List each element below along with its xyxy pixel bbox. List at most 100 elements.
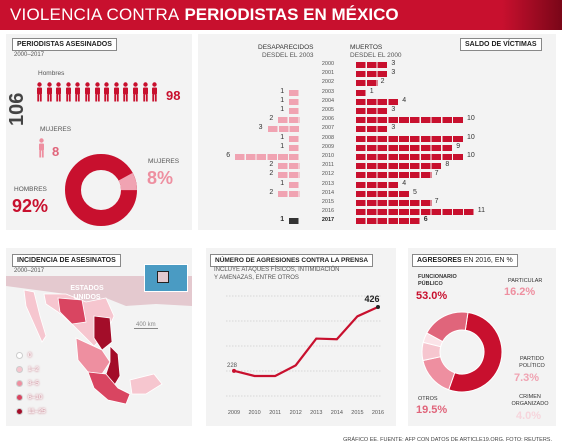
desaparecidos-value: 3 [258, 124, 263, 132]
desaparecidos-value: 1 [280, 106, 285, 113]
desaparecidos-value: 2 [269, 115, 274, 123]
man-icon [152, 82, 158, 102]
agresiones-line-chart: 2009 2010 2011 2012 2013 2014 2015 2016 228 426 [226, 294, 384, 416]
asesinados-years: 2000–2017 [14, 52, 45, 58]
legend-label: 11–25 [28, 408, 46, 415]
incidencia-years: 2000–2017 [14, 268, 45, 274]
muertos-bar [356, 108, 389, 114]
x-tick-label: 2013 [310, 410, 322, 416]
desaparecidos-bar [289, 98, 300, 105]
line-point [232, 368, 236, 373]
man-icon [56, 82, 62, 102]
desaparecidos-value: 1 [280, 216, 285, 224]
panel-agresiones: NÚMERO DE AGRESIONES CONTRA LA PRENSA IN… [206, 248, 396, 426]
mujeres-label: MUJERES [40, 126, 72, 133]
muertos-value: 10 [467, 115, 475, 123]
desaparecidos-value: 1 [280, 179, 285, 187]
desaparecidos-sub: DESDEL EL 2003 [262, 52, 314, 59]
muertos-sub: DESDEL EL 2000 [350, 52, 402, 59]
footer-credit: GRÁFICO EE. FUENTE: AFP CON DATOS DE ART… [343, 437, 552, 443]
total-count: 106 [6, 92, 28, 126]
saldo-year-label: 2003 [321, 88, 335, 95]
muertos-bar [356, 163, 443, 170]
agresores-title-box: AGRESORES EN 2016, EN % [412, 254, 518, 267]
man-icon [104, 82, 110, 102]
desaparecidos-value: 1 [280, 142, 285, 150]
label-otros: OTROS [418, 396, 438, 402]
legend-swatch [16, 380, 23, 387]
man-icon [37, 82, 42, 102]
donut-hombres [65, 154, 137, 226]
saldo-year-label: 2016 [321, 208, 335, 215]
muertos-bar [356, 172, 432, 179]
muertos-bar [356, 135, 464, 142]
legend-swatch [16, 352, 23, 359]
man-icon [46, 82, 52, 102]
man-icon [113, 82, 119, 102]
label-funcionario: FUNCIONARIO PÚBLICO [418, 274, 457, 287]
men-icon-row [36, 82, 166, 104]
pct-otros: 19.5% [416, 404, 448, 416]
man-icon [84, 82, 90, 102]
muertos-value: 10 [467, 133, 475, 141]
mexico-south [87, 371, 131, 405]
muertos-value: 7 [434, 198, 439, 205]
muertos-bar [356, 126, 389, 133]
man-icon [123, 82, 129, 102]
muertos-bar [356, 190, 410, 197]
muertos-value: 1 [369, 87, 374, 95]
saldo-year-label: 2006 [321, 116, 335, 123]
desaparecidos-value: 1 [280, 133, 285, 141]
desaparecidos-bar [278, 163, 300, 170]
man-icon [132, 82, 138, 102]
muertos-value: 8 [445, 161, 450, 169]
hombres-count: 98 [166, 88, 181, 103]
us-label: ESTADOS UNIDOS [70, 285, 104, 301]
muertos-bar [356, 144, 454, 151]
saldo-year-label: 2004 [321, 97, 335, 104]
line-point [376, 304, 380, 309]
donut-mujeres-pct: 8% [147, 168, 174, 188]
legend-label: 6–10 [28, 394, 43, 401]
muertos-value: 4 [402, 96, 407, 104]
label-crimen: CRIMEN ORGANIZADO [511, 394, 549, 407]
x-tick-label: 2011 [269, 410, 281, 416]
mexico-chihuahua [57, 297, 87, 325]
desaparecidos-bar [289, 108, 300, 114]
mexico-yucatan [129, 373, 163, 395]
inset-map [144, 264, 188, 292]
incidencia-title: INCIDENCIA DE ASESINATOS [12, 254, 121, 267]
muertos-label: MUERTOS [350, 44, 383, 51]
pct-particular: 16.2% [504, 286, 536, 298]
mexico-tamaulipas [93, 315, 113, 351]
title-bold: PERIODISTAS EN MÉXICO [184, 5, 399, 24]
saldo-year-label: 2012 [321, 171, 335, 178]
x-tick-label: 2012 [290, 410, 302, 416]
header-stripe [502, 0, 562, 30]
donut-hombres-label: HOMBRES [14, 186, 47, 193]
legend-swatch [16, 394, 23, 401]
x-tick-label: 2009 [228, 410, 240, 416]
muertos-value: 3 [391, 60, 396, 67]
legend-swatch [16, 408, 23, 415]
mujeres-count: 8 [52, 144, 60, 159]
legend-swatch [16, 366, 23, 373]
women-icon-row [38, 138, 58, 160]
desaparecidos-bar [289, 181, 300, 188]
desaparecidos-bar [278, 172, 300, 179]
muertos-value: 7 [434, 170, 439, 178]
desaparecidos-bar [267, 126, 300, 133]
man-icon [94, 82, 100, 102]
header-banner: VIOLENCIA CONTRA PERIODISTAS EN MÉXICO [0, 0, 562, 30]
saldo-title: SALDO DE VÍCTIMAS [460, 38, 542, 51]
inset-highlight [157, 271, 169, 283]
muertos-bar [356, 181, 400, 188]
desaparecidos-value: 2 [269, 188, 274, 196]
map-legend: 0 1–2 3–5 6–10 11–25 [6, 248, 192, 426]
muertos-value: 9 [456, 142, 461, 150]
label-partido: PARTIDO POLÍTICO [519, 356, 545, 369]
panel-asesinados: PERIODISTAS ASESINADOS 2000–2017 106 Hom… [6, 34, 192, 230]
desaparecidos-value: 6 [226, 152, 231, 159]
muertos-value: 3 [391, 69, 396, 77]
agresores-slice [448, 311, 503, 393]
